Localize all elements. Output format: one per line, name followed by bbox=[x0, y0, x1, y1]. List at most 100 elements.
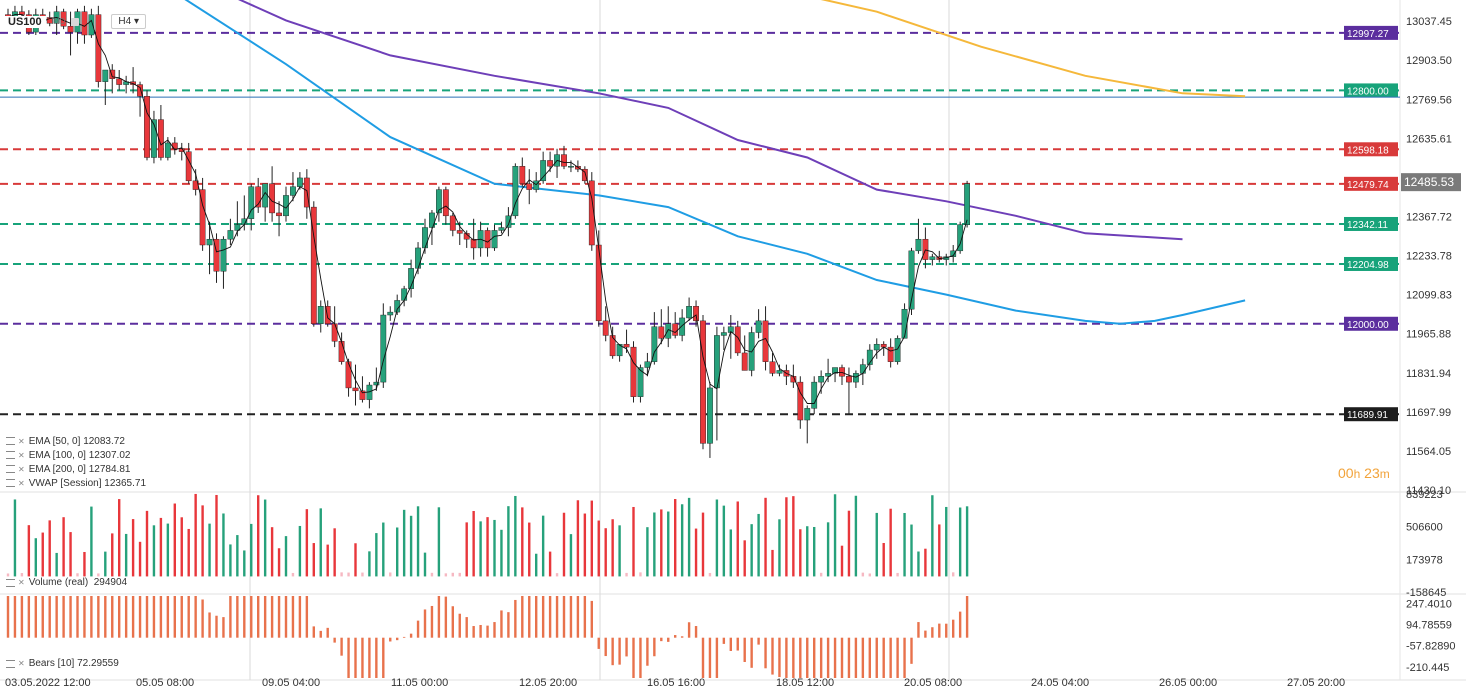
volume-bar bbox=[854, 495, 858, 577]
volume-bar bbox=[618, 525, 621, 577]
close-icon[interactable]: ✕ bbox=[18, 478, 25, 488]
candle-body bbox=[234, 224, 241, 231]
volume-bar bbox=[548, 551, 552, 577]
legend-icon bbox=[6, 437, 15, 445]
close-icon[interactable]: ✕ bbox=[18, 464, 25, 474]
bears-bar bbox=[743, 637, 746, 662]
legend-item-ema100[interactable]: ✕ EMA [100, 0] 12307.02 bbox=[6, 448, 146, 462]
time-tick-10: 27.05 20:00 bbox=[1287, 677, 1345, 689]
candle-body bbox=[609, 335, 616, 357]
candle-body bbox=[519, 166, 526, 184]
volume-bar bbox=[562, 512, 566, 577]
volume-bar bbox=[875, 512, 878, 577]
close-icon[interactable]: ✕ bbox=[18, 578, 25, 587]
volume-legend[interactable]: ✕ Volume (real) 294904 bbox=[6, 577, 127, 588]
bears-bar bbox=[639, 637, 642, 678]
bears-bar bbox=[729, 637, 732, 651]
volume-bar bbox=[465, 522, 468, 577]
level-label-4: 12479.74 bbox=[1347, 180, 1389, 191]
bears-bar bbox=[277, 596, 281, 638]
legend-icon bbox=[6, 465, 15, 473]
candle-body bbox=[102, 69, 109, 82]
bears-bar bbox=[701, 637, 705, 678]
candle-body bbox=[491, 230, 498, 249]
bears-legend[interactable]: ✕ Bears [10] 72.29559 bbox=[6, 658, 119, 669]
bears-bar bbox=[625, 637, 628, 657]
bears-bar bbox=[375, 637, 378, 678]
candle-body bbox=[818, 376, 825, 383]
bears-bar bbox=[236, 596, 239, 638]
candle-body bbox=[595, 244, 602, 322]
bears-bar bbox=[611, 637, 614, 666]
bears-bar bbox=[493, 622, 496, 638]
candle-body bbox=[665, 323, 672, 339]
bears-bar bbox=[896, 637, 899, 678]
bears-bar bbox=[118, 596, 121, 638]
close-icon[interactable]: ✕ bbox=[18, 659, 25, 668]
volume-bar bbox=[173, 503, 176, 577]
candle-body bbox=[658, 326, 665, 339]
bears-bar bbox=[368, 637, 371, 678]
legend-icon bbox=[6, 479, 15, 487]
volume-bar bbox=[750, 524, 753, 577]
bears-bar bbox=[771, 637, 774, 675]
legend-item-ema200[interactable]: ✕ EMA [200, 0] 12784.81 bbox=[6, 462, 146, 476]
bears-bar bbox=[715, 637, 719, 678]
close-icon[interactable]: ✕ bbox=[18, 450, 25, 460]
bears-bar bbox=[764, 637, 767, 669]
legend-item-ema50[interactable]: ✕ EMA [50, 0] 12083.72 bbox=[6, 434, 146, 448]
volume-bar bbox=[347, 572, 350, 577]
volume-bar bbox=[826, 522, 830, 577]
close-icon[interactable]: ✕ bbox=[18, 436, 25, 446]
bears-bar bbox=[180, 596, 183, 638]
legend-icon bbox=[6, 578, 15, 587]
bears-bar bbox=[750, 637, 753, 668]
volume-bar bbox=[159, 517, 163, 577]
bears-bar bbox=[97, 596, 100, 638]
candle-body bbox=[526, 183, 533, 190]
volume-bar bbox=[611, 519, 614, 577]
time-tick-1: 05.05 08:00 bbox=[136, 677, 194, 689]
volume-bar bbox=[423, 552, 427, 577]
last-price-label: 12485.53 bbox=[1404, 175, 1454, 189]
legend-name: EMA [200, 0] bbox=[28, 463, 86, 475]
bears-bar bbox=[576, 596, 580, 638]
price-tick-5: 12233.78 bbox=[1406, 251, 1452, 263]
volume-bar bbox=[222, 513, 225, 577]
volume-bar bbox=[76, 573, 79, 577]
bears-bar bbox=[430, 605, 434, 638]
candle-body bbox=[199, 189, 206, 246]
candle-body bbox=[887, 346, 894, 362]
volume-bar bbox=[667, 511, 670, 577]
bears-tick-1: 94.78559 bbox=[1406, 620, 1452, 632]
bears-bar bbox=[222, 617, 225, 638]
volume-bar bbox=[500, 529, 503, 577]
volume-bar bbox=[409, 515, 413, 577]
volume-tick-0: 839223 bbox=[1406, 489, 1443, 501]
volume-bar bbox=[528, 522, 531, 577]
bears-bar bbox=[257, 596, 260, 638]
legend-item-vwap[interactable]: ✕ VWAP [Session] 12365.71 bbox=[6, 476, 146, 490]
volume-bar bbox=[312, 543, 315, 577]
timeframe-label: H4 bbox=[118, 16, 132, 27]
bears-bar bbox=[347, 637, 350, 678]
volume-bar bbox=[396, 527, 399, 577]
candle-body bbox=[547, 160, 554, 167]
settings-icon[interactable] bbox=[71, 17, 80, 26]
volume-bar bbox=[41, 532, 44, 577]
volume-bar bbox=[535, 553, 538, 577]
volume-bar bbox=[597, 520, 600, 577]
volume-bar bbox=[180, 517, 183, 577]
timeframe-selector[interactable]: H4 ▾ bbox=[111, 14, 147, 29]
candle-body bbox=[449, 215, 456, 231]
candle-body bbox=[359, 390, 366, 400]
volume-bar bbox=[639, 572, 642, 577]
volume-bar bbox=[444, 573, 448, 577]
volume-bar bbox=[625, 572, 628, 577]
volume-bar bbox=[833, 494, 837, 577]
bears-bar bbox=[444, 596, 448, 638]
level-label-6: 12204.98 bbox=[1347, 260, 1389, 271]
level-label-bg-6 bbox=[1344, 256, 1398, 271]
symbol-label[interactable]: US100 bbox=[4, 15, 46, 28]
